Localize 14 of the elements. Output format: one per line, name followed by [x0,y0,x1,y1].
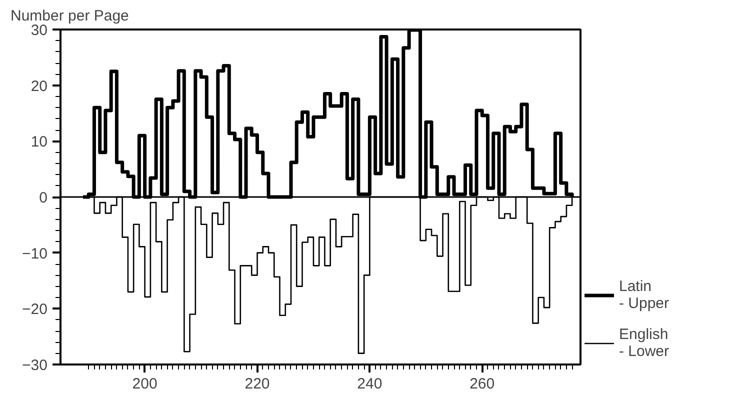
x-tick-label: 240 [357,376,382,392]
y-tick-label: −10 [22,245,48,262]
y-tick-label: 30 [30,22,48,39]
y-tick-label: −30 [22,357,48,374]
y-tick-label: −20 [22,301,48,318]
x-tick-label: 220 [244,376,270,392]
x-tick-label: 200 [132,376,158,392]
y-tick-label: 0 [39,190,48,206]
x-tick-label: 260 [470,376,495,392]
legend-label: Latin - Upper [619,278,670,312]
y-tick-label: 20 [30,78,48,95]
y-tick-label: 10 [30,134,48,151]
legend-label: English - Lower [619,326,670,360]
y-axis-title: Number per Page [10,8,129,24]
